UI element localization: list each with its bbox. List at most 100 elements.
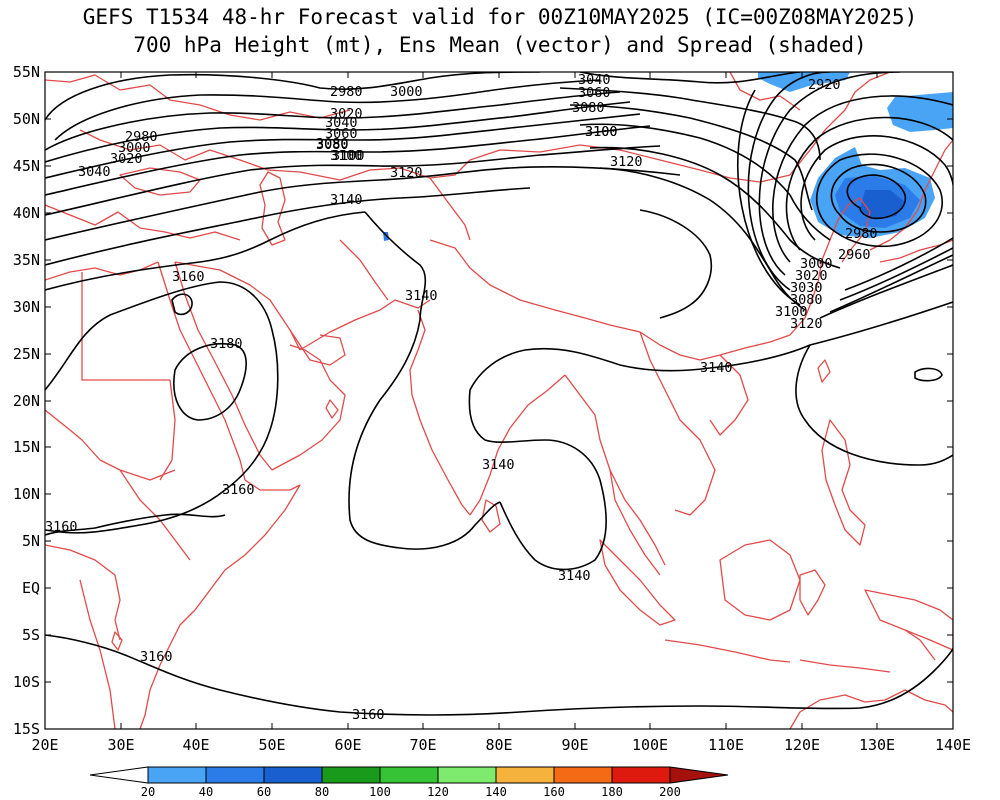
lon-label: 140E	[935, 736, 971, 754]
axis-ticks	[44, 71, 954, 730]
colorbar-swatch-20-40	[147, 766, 207, 784]
colorbar-label: 140	[485, 785, 507, 799]
lon-label: 110E	[708, 736, 744, 754]
contour-label: 3020	[330, 106, 363, 122]
java	[664, 639, 791, 663]
borneo	[719, 539, 801, 621]
lat-label: 15S	[13, 720, 40, 738]
contour-3140-india	[348, 211, 501, 550]
australia-north	[789, 689, 953, 729]
lon-label: 60E	[334, 736, 361, 754]
map-title-line2: 700 hPa Height (mt), Ens Mean (vector) a…	[133, 33, 867, 57]
contour-3140-bay	[468, 301, 953, 571]
lat-label: 45N	[13, 157, 40, 175]
map-title-line1: GEFS T1534 48-hr Forecast valid for 00Z1…	[82, 5, 918, 29]
contour-label: 3080	[572, 100, 605, 116]
colorbar-label: 200	[659, 785, 681, 799]
colorbar: 20 40 60 80 100 120 140 160 180 200	[89, 766, 729, 799]
contour-label: 3020	[795, 268, 828, 284]
plot-frame	[44, 71, 954, 730]
contour-label: 3080	[316, 137, 349, 153]
contour-label: 3140	[558, 568, 591, 584]
colorbar-swatch-40-60	[205, 766, 265, 784]
lat-label: 55N	[13, 63, 40, 81]
japan	[869, 139, 953, 251]
colorbar-swatch-140-160	[495, 766, 555, 784]
contour-label: 3100	[585, 124, 618, 140]
contour-label: 3100	[775, 304, 808, 320]
lat-label: 15N	[13, 438, 40, 456]
lat-label: 5N	[22, 532, 40, 550]
indochina-coast	[564, 374, 666, 566]
lat-label: 35N	[13, 251, 40, 269]
malay-peninsula	[609, 469, 661, 576]
lat-label: EQ	[22, 579, 40, 597]
lon-label: 20E	[31, 736, 58, 754]
east-africa-coast	[139, 609, 196, 729]
spread-region-okhotsk	[887, 92, 953, 132]
colorbar-swatch-160-180	[553, 766, 613, 784]
colorbar-swatch-180-200	[611, 766, 671, 784]
colorbar-label: 20	[141, 785, 155, 799]
spread-region-inner	[860, 190, 905, 220]
contour-label: 2980	[330, 84, 363, 100]
sri-lanka	[481, 499, 501, 533]
colorbar-label: 100	[369, 785, 391, 799]
colorbar-high-arrow	[669, 766, 729, 784]
lon-label: 100E	[632, 736, 668, 754]
contour-label: 3080	[316, 136, 349, 152]
colorbar-low-arrow	[89, 766, 149, 784]
india-west-coast	[409, 309, 471, 516]
horn-of-africa	[194, 479, 301, 611]
sumatra	[599, 539, 676, 626]
philippines	[821, 419, 866, 546]
arabia-coast	[271, 344, 346, 471]
contour-label: 3020	[110, 151, 143, 167]
lon-label: 40E	[182, 736, 209, 754]
colorbar-label: 120	[427, 785, 449, 799]
contour-3120-east	[599, 167, 806, 311]
new-guinea	[864, 589, 953, 651]
contour-label: 3160	[140, 649, 173, 665]
north-africa-border	[81, 272, 170, 381]
colorbar-label: 80	[315, 785, 329, 799]
colorbar-swatch-80-100	[321, 766, 381, 784]
coastline-borders	[45, 72, 953, 729]
colorbar-swatch-120-140	[437, 766, 497, 784]
contour-label: 3100	[332, 148, 365, 164]
taiwan	[817, 359, 831, 383]
lon-label: 80E	[485, 736, 512, 754]
lat-label: 5S	[22, 626, 40, 644]
contour-label: 3160	[222, 482, 255, 498]
contour-label: 3040	[325, 115, 358, 131]
contour-label: 3080	[790, 292, 823, 308]
caspian-sea	[259, 171, 286, 246]
height-contours	[45, 72, 953, 716]
contour-label: 3040	[78, 164, 111, 180]
contour-label: 3100	[585, 124, 618, 140]
contour-3160-west	[45, 211, 366, 291]
contour-label: 3180	[210, 336, 243, 352]
contour-label: 3140	[405, 288, 438, 304]
contour-3160-arabia	[45, 281, 279, 534]
spread-region-northeast-japan-sea	[758, 72, 850, 92]
plot-area: 2980 3000 3020 3040 3060 3080 3100 3040 …	[45, 72, 953, 729]
contour-label: 2980	[125, 129, 158, 145]
contour-label: 3120	[390, 165, 423, 181]
low-center-ring-3	[816, 153, 943, 248]
contour-label: 3000	[800, 256, 833, 272]
latitude-labels: 55N 50N 45N 40N 35N 30N 25N 20N 15N 10N …	[13, 63, 40, 738]
contour-label: 3160	[172, 269, 205, 285]
contour-label: 3140	[482, 457, 515, 473]
black-sea	[119, 167, 201, 196]
low-center-ring-1	[846, 174, 906, 220]
lake-victoria	[111, 631, 123, 651]
contour-label: 3040	[578, 72, 611, 88]
lon-label: 30E	[107, 736, 134, 754]
contour-label: 3100	[330, 148, 363, 164]
lon-label: 120E	[784, 736, 820, 754]
lat-label: 40N	[13, 204, 40, 222]
red-sea-west	[157, 261, 246, 481]
contour-label: 3030	[790, 280, 823, 296]
